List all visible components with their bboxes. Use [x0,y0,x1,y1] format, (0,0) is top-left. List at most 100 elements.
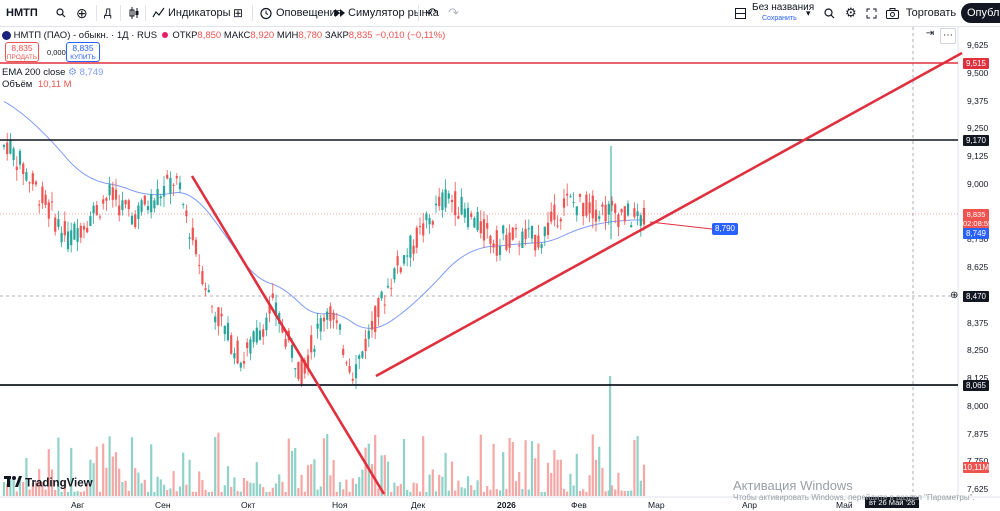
publish-button[interactable]: Опубликовать [961,3,1000,23]
volume-bar [335,491,338,496]
layout-name[interactable]: Без названия [752,2,815,13]
candle-body [534,234,537,251]
indicators-icon[interactable] [152,0,165,26]
volume-bar [543,491,546,496]
quick-search-icon[interactable] [824,0,835,26]
candle-body [326,311,329,320]
volume-bar [441,476,444,496]
interval-selector[interactable]: Д [104,7,112,19]
candle-body [338,324,342,330]
volume-bar [76,491,79,496]
candle-body [527,228,530,230]
candle-type-icon[interactable] [128,0,140,26]
alert-icon[interactable] [260,0,272,26]
replay-button[interactable]: Симулятор рынка [348,7,439,19]
compare-add-icon[interactable]: ⊕ [76,5,88,21]
price-chart[interactable] [0,27,1000,511]
volume-bar [137,472,140,496]
sell-button[interactable]: 8,835 ПРОДАТЬ [5,42,39,62]
low-value: 8,780 [298,30,323,41]
candle-body [246,342,249,349]
volume-legend-row[interactable]: Объём 10,11 M [2,79,72,90]
candle-body [79,225,82,238]
candle-body [150,194,153,213]
volume-bar [300,474,303,496]
candle-body [546,222,550,236]
replay-icon[interactable] [334,0,346,26]
price-annotation-label[interactable]: 8,790 [712,223,738,235]
fullscreen-icon[interactable] [866,0,877,26]
volume-bar [63,480,66,496]
volume-bar [476,480,479,496]
symbol-search[interactable]: НМТП [6,7,38,19]
candle-body [492,243,495,248]
trade-button[interactable]: Торговать [905,7,957,19]
close-value: 8,835 [348,30,373,41]
volume-bar [207,492,210,496]
volume-bar [463,488,466,496]
layout-icon[interactable] [735,0,746,26]
layout-status: Сохранить [762,15,797,22]
volume-bar [265,491,268,496]
scroll-to-realtime-icon[interactable]: ⇥ [925,28,935,39]
ema-legend-row[interactable]: EMA 200 close ⚙ 8,749 [2,67,103,78]
time-tick-label: Апр [742,500,757,510]
price-tick-label: 9,375 [967,95,989,106]
symbol-title[interactable]: НМТП (ПАО) - обыкн. · 1Д · RUS [13,30,158,41]
undo-icon[interactable]: ↶ [426,5,437,20]
candle-body [271,293,274,298]
candle-body [473,217,476,228]
camera-snapshot-icon[interactable] [886,0,899,26]
candle-body [511,227,514,240]
volume-bar [278,474,281,496]
ema-settings-icon[interactable]: ⚙ [68,67,77,78]
windows-activation-title: Активация Windows [733,478,853,493]
candle-body [297,361,300,380]
volume-bar [591,434,594,496]
candle-body [207,289,210,292]
volume-bar [502,452,505,496]
time-tick-label: Дек [411,500,426,510]
candle-body [559,218,562,222]
volume-bar [415,483,418,496]
volume-bar [124,480,127,496]
tradingview-logo[interactable]: TradingView [4,476,93,491]
volume-bar [380,455,383,496]
layout-menu-chevron-icon[interactable]: ▾ [806,8,811,18]
open-label: ОТКР [172,30,198,41]
candle-body [604,204,607,222]
volume-bar [143,479,146,496]
redo-icon[interactable]: ↷ [448,5,459,20]
falling-trendline [190,175,386,495]
volume-bar [422,436,425,496]
candle-body [306,355,310,368]
candle-body [329,306,332,321]
candle-body [345,362,348,364]
volume-bar [66,491,70,496]
volume-bar [41,482,44,496]
volume-bar [377,488,380,496]
volume-bar [127,490,130,496]
price-tick-label: 7,625 [967,484,989,494]
volume-bar [454,490,457,496]
candle-body [73,223,76,240]
spread-value: 0,000 [47,48,66,57]
add-level-plus-icon[interactable]: ⊕ [950,290,959,301]
chart-menu-icon[interactable]: ⋯ [940,28,956,44]
candle-body [438,196,441,207]
volume-bar [118,468,121,496]
layout-name-block[interactable]: Без названия Сохранить [752,2,814,24]
volume-bar [457,480,460,496]
alerts-button[interactable]: Оповещения [276,7,342,19]
buy-button[interactable]: 8,835 КУПИТЬ [66,42,100,62]
symbol-search-icon[interactable] [56,0,66,26]
candle-body [86,227,89,233]
indicators-button[interactable]: Индикаторы [168,7,231,19]
crosshair-date-tag: вт 26 Май '26 [865,497,920,508]
volume-bar [370,464,374,496]
volume-bar [287,438,290,496]
settings-gear-icon[interactable]: ⚙ [845,5,857,20]
templates-grid-icon[interactable]: ⊞ [233,6,244,20]
time-tick-label: Сен [155,500,171,510]
volume-bar [2,481,6,496]
